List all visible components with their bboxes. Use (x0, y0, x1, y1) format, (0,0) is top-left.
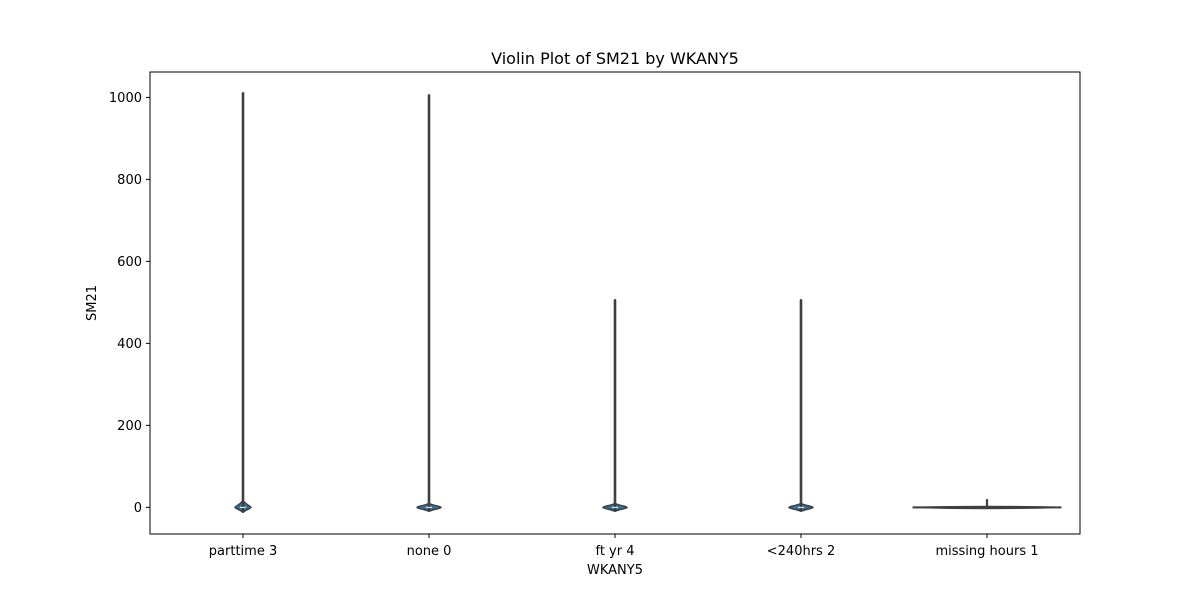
y-tick-label: 0 (134, 501, 142, 516)
violin (912, 499, 1062, 510)
y-tick-label: 1000 (109, 91, 142, 106)
violin (602, 299, 628, 513)
y-tick-label: 600 (117, 255, 142, 270)
plot-area (234, 92, 1062, 514)
x-tick-label: none 0 (407, 544, 452, 559)
y-axis-label: SM21 (85, 285, 100, 321)
y-tick-label: 400 (117, 337, 142, 352)
chart-title: Violin Plot of SM21 by WKANY5 (491, 49, 739, 68)
violin (234, 92, 252, 514)
x-tick-label: ft yr 4 (595, 544, 634, 559)
violin (788, 299, 814, 513)
y-axis: 0 200 400 600 800 1000 (109, 91, 150, 516)
x-axis-label: WKANY5 (587, 563, 643, 578)
x-tick-label: <240hrs 2 (767, 544, 835, 559)
y-tick-label: 800 (117, 173, 142, 188)
x-axis: parttime 3 none 0 ft yr 4 <240hrs 2 missing … (209, 534, 1039, 559)
y-tick-label: 200 (117, 419, 142, 434)
x-tick-label: parttime 3 (209, 544, 277, 559)
x-tick-label: missing hours 1 (935, 544, 1038, 559)
violin (416, 94, 442, 513)
